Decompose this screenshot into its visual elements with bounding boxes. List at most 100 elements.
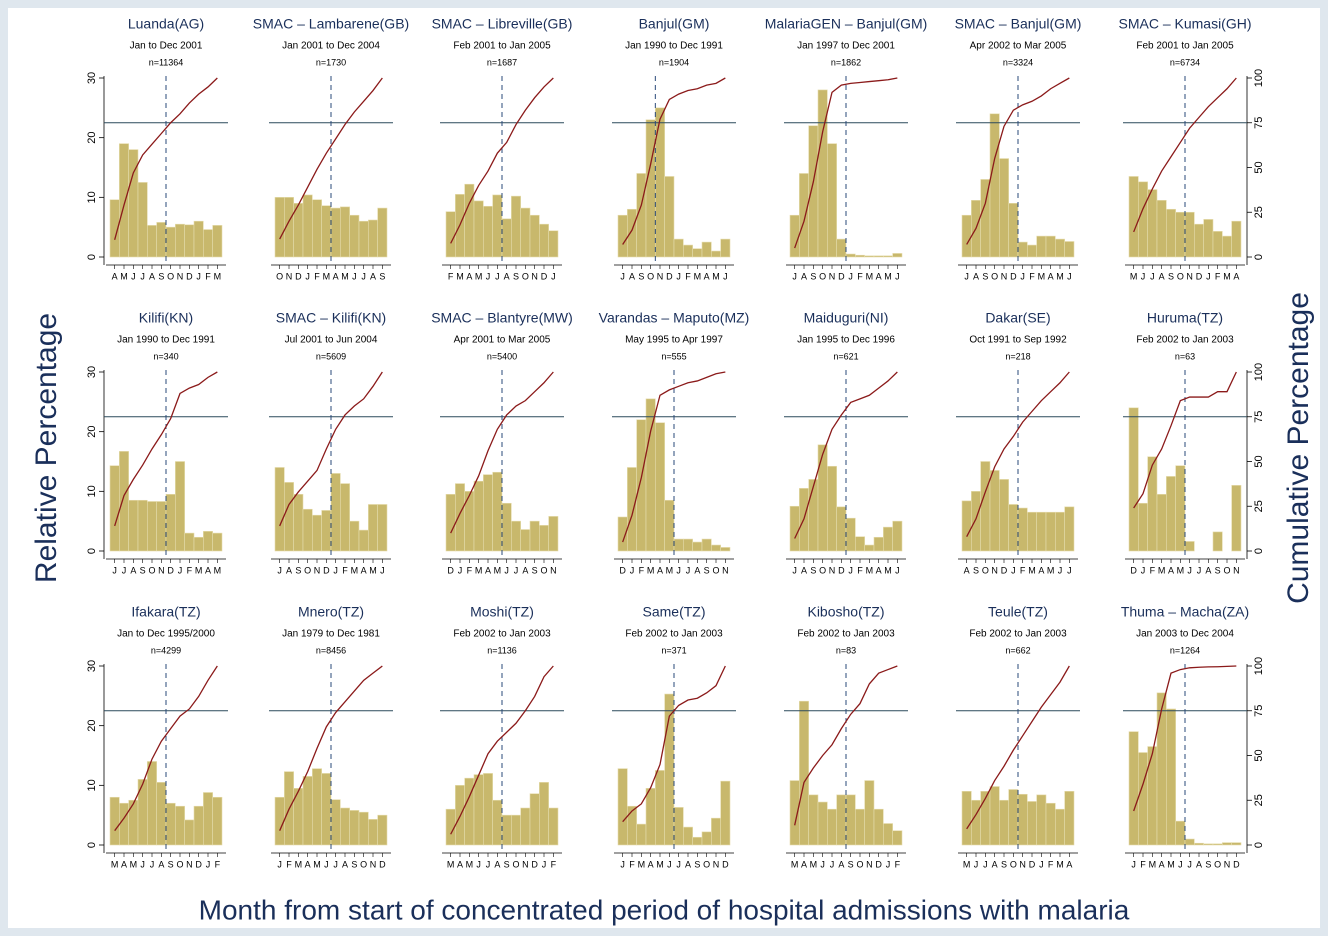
x-tick-label: F: [286, 859, 292, 869]
bar: [520, 207, 531, 258]
x-tick-label: J: [1178, 859, 1183, 869]
x-tick-label: S: [1168, 271, 1174, 281]
panel-title: Same(TZ): [643, 604, 706, 620]
x-tick-label: A: [964, 565, 970, 575]
x-tick-label: J: [676, 565, 681, 575]
bar: [377, 814, 388, 846]
bar: [664, 499, 675, 552]
x-tick-label: J: [983, 859, 988, 869]
x-tick-label: J: [206, 859, 211, 869]
x-tick-label: S: [351, 859, 357, 869]
bar: [501, 218, 512, 258]
bar: [636, 419, 647, 552]
y2-tick-label: 0: [1253, 842, 1265, 848]
x-tick-label: A: [1038, 565, 1044, 575]
x-tick-label: J: [333, 565, 338, 575]
x-tick-label: J: [792, 565, 797, 575]
x-tick-label: N: [1019, 859, 1026, 869]
x-tick-label: J: [486, 271, 491, 281]
x-tick-label: M: [712, 271, 720, 281]
x-tick-label: F: [1140, 859, 1146, 869]
bar: [483, 205, 493, 258]
bar: [368, 219, 378, 258]
x-tick-label: S: [1001, 859, 1007, 869]
bar: [349, 810, 360, 846]
x-tick-label: J: [886, 859, 891, 869]
bar: [1184, 541, 1195, 552]
panel-subtitle: Jan to Dec 2001: [130, 41, 203, 52]
x-tick-label: S: [532, 565, 538, 575]
bar: [701, 538, 712, 552]
x-tick-label: D: [167, 565, 174, 575]
bar: [1017, 793, 1028, 846]
panel-title: SMAC – Kumasi(GH): [1118, 16, 1251, 32]
x-tick-label: A: [657, 565, 663, 575]
panel-annotation: n=621: [833, 351, 858, 361]
bar: [1128, 176, 1139, 258]
x-tick-label: M: [791, 859, 799, 869]
bar: [883, 255, 893, 258]
cumulative-line: [966, 371, 1070, 537]
bar: [1156, 200, 1167, 258]
x-tick-label: M: [1158, 565, 1166, 575]
bar: [1138, 502, 1148, 552]
x-tick-label: A: [130, 565, 136, 575]
bar: [312, 768, 322, 846]
x-tick-label: D: [1130, 565, 1137, 575]
x-tick-label: O: [1214, 859, 1221, 869]
bar: [340, 483, 350, 552]
x-tick-label: N: [722, 565, 729, 575]
x-tick-label: A: [504, 271, 510, 281]
x-tick-label: M: [1167, 859, 1175, 869]
bar: [548, 807, 559, 846]
x-tick-label: A: [838, 859, 844, 869]
panel-title: SMAC – Kilifi(KN): [276, 310, 386, 326]
panel-subtitle: Jan 1995 to Dec 1996: [797, 335, 895, 346]
x-tick-label: J: [1187, 859, 1192, 869]
bar: [165, 802, 176, 846]
x-tick-label: A: [466, 271, 472, 281]
x-tick-label: M: [1149, 859, 1157, 869]
x-tick-label: F: [857, 271, 863, 281]
bar: [1045, 511, 1056, 552]
x-tick-label: O: [276, 271, 283, 281]
bar: [539, 525, 549, 552]
x-tick-label: O: [540, 565, 547, 575]
bar: [1194, 842, 1204, 846]
bar: [645, 119, 656, 258]
bar: [1166, 208, 1176, 258]
bar: [1064, 790, 1075, 846]
x-tick-label: J: [667, 859, 672, 869]
x-tick-label: M: [351, 565, 359, 575]
bar: [548, 516, 559, 552]
bar: [330, 799, 341, 846]
x-tick-label: N: [713, 859, 720, 869]
x-tick-label: D: [323, 565, 330, 575]
bar: [845, 253, 856, 258]
x-tick-label: M: [111, 859, 119, 869]
cumulative-line: [966, 665, 1070, 830]
x-tick-label: S: [982, 271, 988, 281]
x-tick-label: J: [630, 565, 635, 575]
bar: [184, 532, 195, 552]
x-tick-label: F: [215, 859, 221, 869]
bar: [473, 480, 484, 552]
x-tick-label: D: [838, 271, 845, 281]
bar: [961, 214, 972, 258]
x-tick-label: J: [620, 859, 625, 869]
x-tick-label: F: [467, 565, 473, 575]
x-tick-label: M: [130, 859, 138, 869]
cumulative-line: [114, 665, 218, 832]
x-tick-label: A: [629, 271, 635, 281]
panel-title: SMAC – Libreville(GB): [432, 16, 573, 32]
bar: [1147, 746, 1158, 846]
x-tick-label: A: [694, 565, 700, 575]
x-tick-label: O: [304, 565, 311, 575]
panel-annotation: n=1730: [316, 57, 346, 67]
bar: [645, 788, 656, 846]
y-tick-label: 20: [86, 132, 98, 144]
x-tick-label: J: [380, 565, 385, 575]
panel-annotation: n=340: [153, 351, 178, 361]
x-tick-label: A: [1048, 271, 1054, 281]
bar: [1212, 231, 1223, 258]
